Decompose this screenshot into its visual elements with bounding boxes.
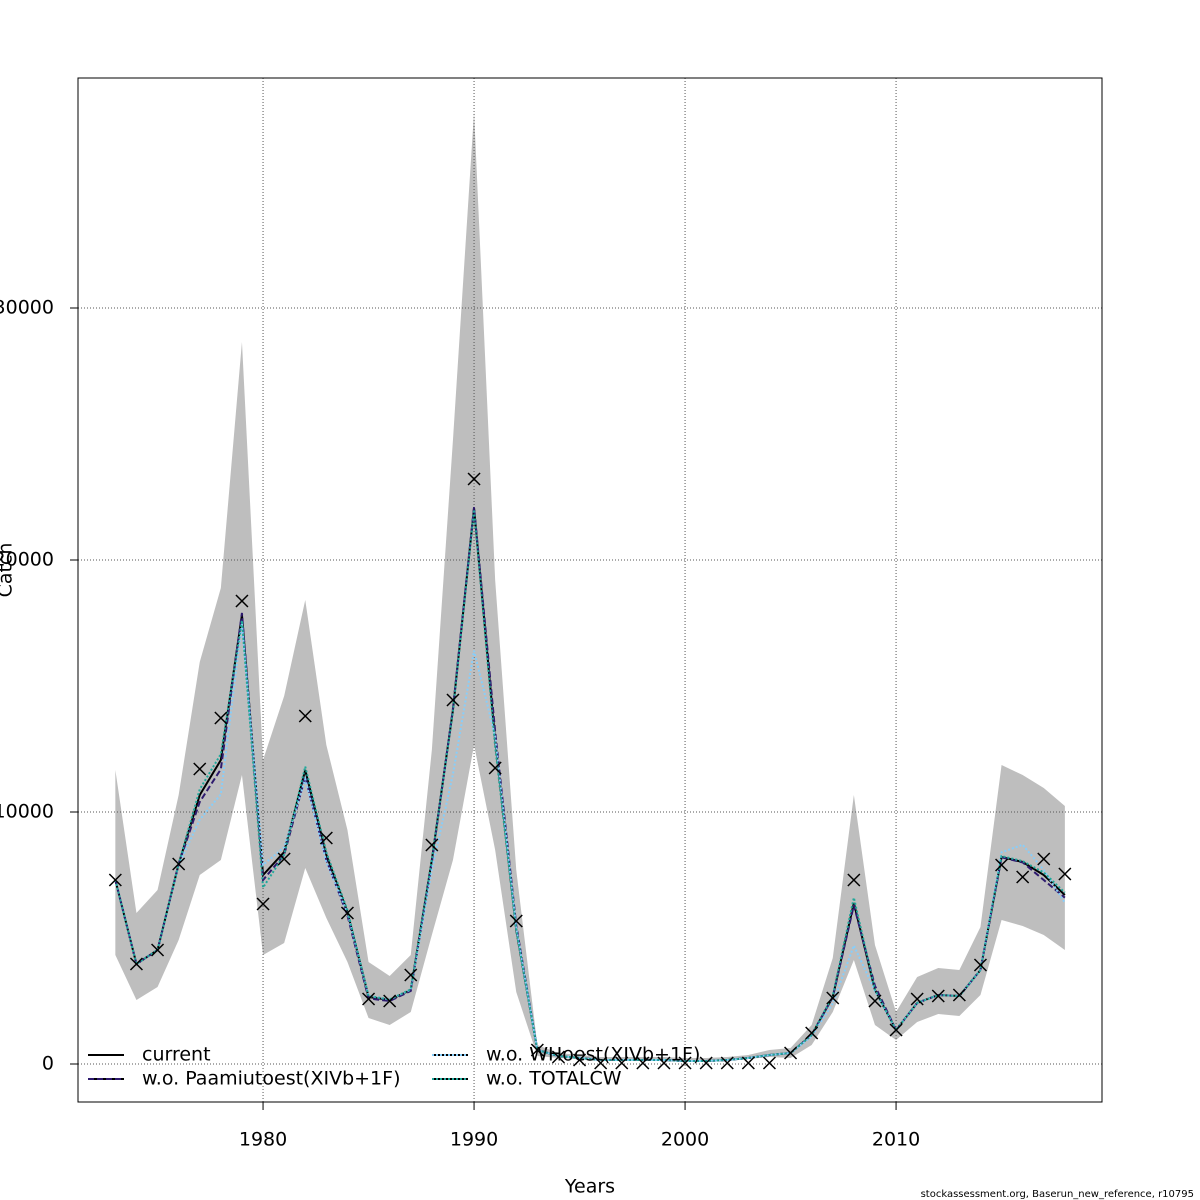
observed-point	[277, 852, 291, 866]
observed-point	[573, 1053, 587, 1067]
observed-point	[657, 1056, 671, 1070]
observed-point	[530, 1043, 544, 1057]
legend-label: current	[142, 1044, 211, 1066]
observed-point	[256, 897, 270, 911]
observed-point	[425, 838, 439, 852]
y-tick-label: 20000	[0, 548, 54, 570]
observed-point	[699, 1056, 713, 1070]
observed-point	[214, 711, 228, 725]
caption: stockassessment.org, Baserun_new_referen…	[921, 1189, 1194, 1200]
observed-point	[235, 594, 249, 608]
observed-point	[636, 1056, 650, 1070]
observed-point	[362, 992, 376, 1006]
observed-point	[826, 991, 840, 1005]
observed-point	[298, 709, 312, 723]
x-tick-label: 2010	[872, 1129, 920, 1151]
x-axis-label: Years	[564, 1176, 615, 1198]
observed-point	[467, 472, 481, 486]
observed-point	[383, 994, 397, 1008]
observed-point	[108, 873, 122, 887]
observed-point	[404, 968, 418, 982]
observed-point	[193, 762, 207, 776]
observed-point	[952, 988, 966, 1002]
observed-point	[509, 914, 523, 928]
observed-point	[1016, 870, 1030, 884]
confidence-band	[115, 111, 1065, 1061]
observed-point	[615, 1056, 629, 1070]
y-tick-label: 30000	[0, 296, 54, 318]
series-line	[114, 509, 1066, 1062]
legend-label: w.o. Paamiutoest(XIVb+1F)	[142, 1068, 400, 1090]
legend-label: w.o. WHoest(XIVb+1F)	[486, 1044, 700, 1066]
observed-point	[446, 693, 460, 707]
x-tick-label: 2000	[661, 1129, 709, 1151]
observed-point	[172, 857, 186, 871]
observed-point	[720, 1056, 734, 1070]
plot-frame	[77, 77, 1103, 1103]
observed-point	[678, 1056, 692, 1070]
legend-label: w.o. TOTALCW	[486, 1068, 622, 1090]
observed-point	[1037, 852, 1051, 866]
y-axis-label: Catch	[0, 543, 17, 598]
observed-point	[1058, 867, 1072, 881]
observed-point	[973, 958, 987, 972]
observed-point	[741, 1056, 755, 1070]
observed-point	[847, 873, 861, 887]
x-tick-label: 1980	[239, 1129, 287, 1151]
x-tick-label: 1990	[450, 1129, 498, 1151]
observed-point	[319, 831, 333, 845]
observed-point	[889, 1023, 903, 1037]
observed-point	[931, 989, 945, 1003]
y-tick-label: 0	[42, 1052, 54, 1074]
observed-point	[488, 761, 502, 775]
observed-point	[995, 858, 1009, 872]
observed-point	[805, 1026, 819, 1040]
observed-point	[594, 1056, 608, 1070]
observed-point	[340, 906, 354, 920]
observed-point	[151, 943, 165, 957]
observed-point	[762, 1056, 776, 1070]
observed-point	[910, 992, 924, 1006]
observed-point	[129, 957, 143, 971]
observed-point	[784, 1046, 798, 1060]
observed-point	[551, 1050, 565, 1064]
observed-point	[868, 994, 882, 1008]
